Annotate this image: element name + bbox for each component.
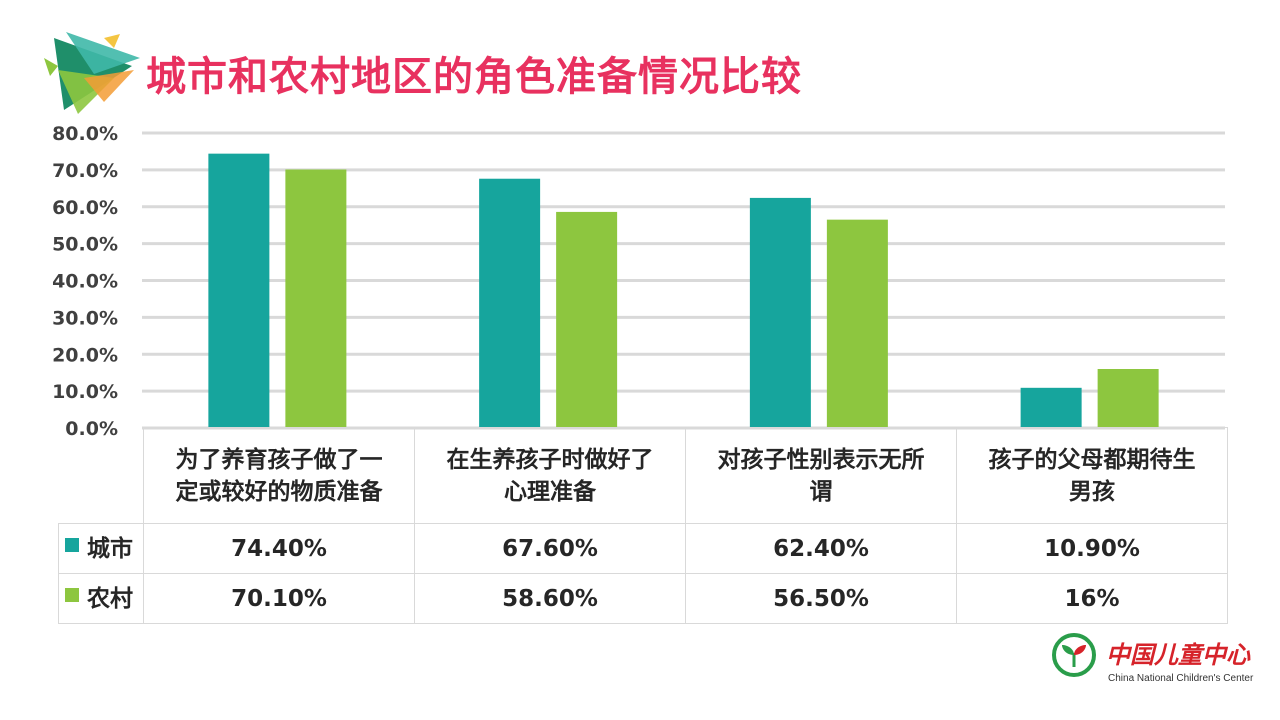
y-tick-label: 80.0% — [52, 123, 118, 145]
category-label-line: 男孩 — [1069, 478, 1115, 505]
bar-city — [1020, 387, 1082, 428]
legend-swatch-city — [65, 537, 79, 552]
category-label: 对孩子性别表示无所 谓 — [685, 427, 957, 524]
org-logo: 中国儿童中心 China National Children's Center — [1052, 633, 1254, 689]
value-cell: 10.90% — [956, 523, 1228, 574]
table-row-rural: 农村 70.10% 58.60% 56.50% 16% — [58, 573, 1228, 624]
y-tick-label: 30.0% — [52, 307, 118, 329]
category-label-line: 谓 — [809, 478, 833, 505]
bar-city — [208, 153, 270, 428]
value-cell: 58.60% — [414, 573, 686, 624]
bar-city — [749, 197, 811, 428]
bar-rural — [1097, 369, 1159, 428]
category-label-line: 孩子的父母都期待生 — [988, 446, 1196, 473]
category-label-line: 心理准备 — [504, 478, 596, 505]
legend-rural: 农村 — [58, 573, 144, 624]
legend-swatch-rural — [65, 587, 79, 602]
value-cell: 70.10% — [143, 573, 415, 624]
table-corner — [58, 427, 144, 524]
slide-title: 城市和农村地区的角色准备情况比较 — [146, 54, 802, 100]
org-name-en: China National Children's Center — [1108, 673, 1254, 684]
category-label-line: 对孩子性别表示无所 — [717, 446, 925, 473]
legend-label-rural: 农村 — [87, 585, 133, 612]
legend-city: 城市 — [58, 523, 144, 574]
category-label-line: 定或较好的物质准备 — [175, 478, 383, 505]
value-cell: 62.40% — [685, 523, 957, 574]
org-name-cn: 中国儿童中心 — [1106, 640, 1250, 669]
category-label: 孩子的父母都期待生 男孩 — [956, 427, 1228, 524]
y-tick-label: 10.0% — [52, 381, 118, 403]
decorative-triangle-logo — [44, 32, 140, 114]
y-tick-label: 70.0% — [52, 160, 118, 182]
category-label: 为了养育孩子做了一 定或较好的物质准备 — [143, 427, 415, 524]
y-tick-label: 20.0% — [52, 344, 118, 366]
y-tick-label: 50.0% — [52, 234, 118, 256]
chart-data-table: 为了养育孩子做了一 定或较好的物质准备 在生养孩子时做好了 心理准备 对孩子性别… — [58, 427, 1228, 624]
category-label: 在生养孩子时做好了 心理准备 — [414, 427, 686, 524]
value-cell: 56.50% — [685, 573, 957, 624]
category-label-line: 在生养孩子时做好了 — [446, 446, 654, 473]
value-cell: 74.40% — [143, 523, 415, 574]
bar-rural — [285, 169, 347, 428]
legend-label-city: 城市 — [87, 535, 133, 562]
value-cell: 16% — [956, 573, 1228, 624]
bar-rural — [556, 211, 618, 428]
sprout-logo-icon — [1052, 633, 1096, 677]
bar-rural — [826, 219, 888, 428]
value-cell: 67.60% — [414, 523, 686, 574]
y-tick-label: 40.0% — [52, 271, 118, 293]
category-label-line: 为了养育孩子做了一 — [175, 446, 383, 473]
bar-city — [479, 178, 541, 428]
table-row-city: 城市 74.40% 67.60% 62.40% 10.90% — [58, 523, 1228, 574]
y-tick-label: 60.0% — [52, 197, 118, 219]
